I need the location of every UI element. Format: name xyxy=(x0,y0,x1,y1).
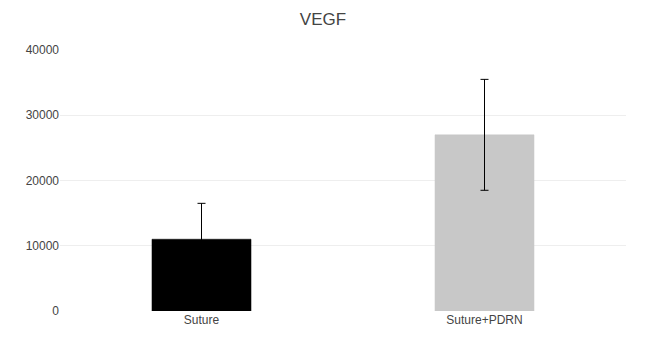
svg-text:10000: 10000 xyxy=(26,239,60,253)
svg-text:40000: 40000 xyxy=(26,43,60,57)
svg-text:Suture: Suture xyxy=(184,313,220,327)
svg-text:Suture+PDRN: Suture+PDRN xyxy=(446,313,522,327)
svg-text:0: 0 xyxy=(52,304,59,318)
svg-text:20000: 20000 xyxy=(26,174,60,188)
svg-text:VEGF: VEGF xyxy=(300,10,346,29)
svg-text:30000: 30000 xyxy=(26,108,60,122)
